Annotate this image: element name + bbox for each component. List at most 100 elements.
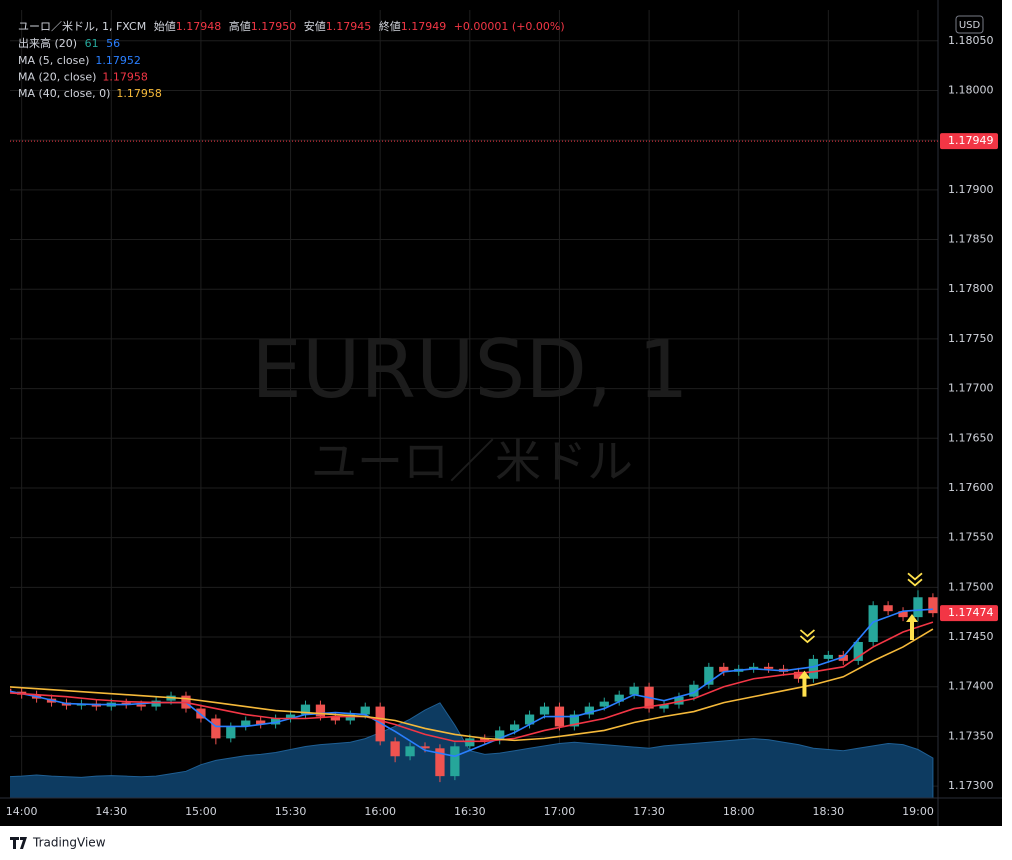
candle-body bbox=[495, 730, 505, 741]
x-tick-label: 19:00 bbox=[902, 805, 934, 818]
ma-value: 1.17958 bbox=[102, 71, 148, 84]
currency-box[interactable] bbox=[955, 15, 984, 34]
x-tick-label: 14:30 bbox=[95, 805, 127, 818]
candle-body bbox=[136, 704, 146, 707]
y-tick-label: 1.17350 bbox=[948, 729, 994, 742]
y-tick-label: 1.17600 bbox=[948, 481, 994, 494]
candle-body bbox=[420, 746, 430, 749]
signal-marker bbox=[799, 629, 816, 644]
y-tick-label: 1.17650 bbox=[948, 431, 994, 444]
candle-body bbox=[749, 666, 759, 669]
candle-body bbox=[823, 654, 833, 659]
y-tick-label: 1.17550 bbox=[948, 531, 994, 544]
candle-body bbox=[330, 716, 340, 721]
open-label: 始値 bbox=[154, 19, 176, 33]
candle-body bbox=[719, 666, 729, 672]
candle-body bbox=[300, 704, 311, 715]
candle-body bbox=[793, 671, 804, 679]
candle-body bbox=[450, 746, 460, 777]
ma-name: MA (40, close, 0) bbox=[18, 87, 110, 100]
high: 1.17950 bbox=[251, 20, 297, 33]
signal-marker bbox=[906, 614, 919, 641]
price-tag bbox=[940, 133, 998, 150]
candle-body bbox=[510, 724, 520, 731]
grid bbox=[10, 10, 938, 798]
ma-line bbox=[10, 628, 934, 742]
open: 1.17948 bbox=[176, 20, 222, 33]
candle-body bbox=[674, 696, 684, 705]
candle-body bbox=[360, 706, 370, 715]
candle-body bbox=[763, 666, 774, 669]
x-tick-label: 16:00 bbox=[364, 805, 396, 818]
candle-body bbox=[241, 720, 251, 727]
candle-body bbox=[480, 738, 490, 741]
y-tick-label: 1.17400 bbox=[948, 680, 994, 693]
candle-body bbox=[270, 718, 281, 725]
candle-body bbox=[375, 706, 385, 742]
close: 1.17949 bbox=[401, 20, 447, 33]
y-tick-label: 1.17850 bbox=[948, 233, 994, 246]
candle-body bbox=[315, 704, 326, 717]
candle-body bbox=[524, 714, 535, 725]
close-label: 終値 bbox=[379, 19, 401, 33]
candle-body bbox=[226, 726, 236, 739]
candle-body bbox=[704, 666, 714, 685]
candle-body bbox=[928, 597, 938, 614]
signal-arrow bbox=[906, 614, 919, 641]
candle-body bbox=[868, 605, 878, 642]
y-tick-label: 1.17900 bbox=[948, 183, 994, 196]
candle-body bbox=[883, 605, 893, 612]
candle-body bbox=[689, 684, 699, 697]
signal-marker bbox=[798, 670, 811, 697]
x-tick-label: 14:00 bbox=[6, 805, 38, 818]
candle-body bbox=[853, 641, 863, 661]
candle-body bbox=[599, 701, 609, 707]
y-tick-label: 1.17500 bbox=[948, 580, 994, 593]
legend-row: 出来高 (20) 61 56 bbox=[18, 36, 120, 50]
candle-body bbox=[898, 611, 908, 618]
candle-body bbox=[285, 714, 296, 719]
candle-body bbox=[405, 746, 415, 757]
symbol: ユーロ／米ドル, 1, FXCM bbox=[18, 20, 146, 33]
x-tick-label: 17:00 bbox=[544, 805, 576, 818]
signal-arrow bbox=[798, 670, 811, 697]
change: +0.00001 (+0.00%) bbox=[454, 20, 565, 33]
candle-body bbox=[659, 704, 669, 709]
y-tick-label: 1.17700 bbox=[948, 382, 994, 395]
candle-body bbox=[614, 694, 624, 702]
legend-row: MA (40, close, 0) 1.17958 bbox=[18, 87, 162, 100]
low-label: 安値 bbox=[304, 19, 326, 33]
watermark-symbol: EURUSD, 1 bbox=[251, 323, 688, 416]
y-tick-label: 1.17800 bbox=[948, 282, 994, 295]
currency[interactable]: USD bbox=[959, 20, 981, 31]
candle-body bbox=[629, 686, 639, 695]
y-tick-label: 1.18000 bbox=[948, 83, 994, 96]
x-tick-label: 18:30 bbox=[812, 805, 844, 818]
candle-body bbox=[345, 714, 355, 721]
volume-name: 出来高 (20) bbox=[18, 36, 77, 50]
legend-row: ユーロ／米ドル, 1, FXCM 始値1.17948 高値1.17950 安値1… bbox=[18, 19, 565, 33]
candle-body bbox=[435, 748, 445, 777]
x-tick-label: 18:00 bbox=[723, 805, 755, 818]
volume-area bbox=[10, 702, 934, 798]
x-axis: 14:00 14:30 15:00 15:30 16:00 16:30 17:00 17:30… bbox=[6, 805, 934, 818]
candle-body bbox=[838, 654, 848, 661]
chart-frame bbox=[0, 0, 1002, 826]
candle-body bbox=[808, 658, 819, 679]
price-tag-label: 1.17474 bbox=[948, 606, 994, 619]
price-tag-label: 1.17949 bbox=[948, 134, 994, 147]
low: 1.17945 bbox=[326, 20, 372, 33]
volume-down: 56 bbox=[106, 37, 120, 50]
legend-row: MA (20, close) 1.17958 bbox=[18, 71, 148, 84]
candle-body bbox=[569, 714, 580, 727]
price-tag bbox=[940, 605, 998, 622]
tv-logo bbox=[10, 837, 27, 849]
ma-name: MA (20, close) bbox=[18, 71, 96, 84]
x-tick-label: 17:30 bbox=[633, 805, 665, 818]
candle-body bbox=[151, 700, 161, 707]
candle-body bbox=[539, 706, 550, 715]
footer: TradingView bbox=[32, 836, 106, 850]
candle-body bbox=[121, 702, 131, 705]
volume-up: 61 bbox=[85, 37, 99, 50]
